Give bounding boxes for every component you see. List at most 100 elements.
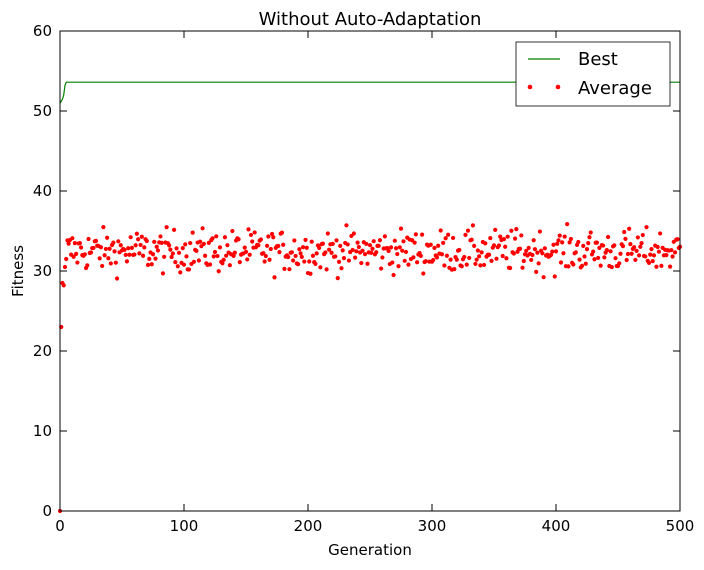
average-point: [287, 267, 292, 272]
average-point: [536, 261, 541, 266]
average-point: [105, 235, 110, 240]
average-point: [61, 283, 66, 288]
average-point: [350, 247, 355, 253]
average-point: [560, 240, 565, 245]
average-point: [586, 240, 591, 246]
average-point: [472, 243, 477, 249]
average-point: [126, 246, 131, 251]
average-point: [553, 249, 559, 254]
average-point: [211, 254, 216, 259]
average-point: [393, 246, 399, 251]
average-point: [675, 237, 680, 242]
average-point: [147, 256, 152, 261]
average-point: [248, 232, 254, 238]
average-point: [402, 258, 407, 263]
average-point: [225, 243, 230, 248]
average-point: [261, 251, 266, 256]
average-point: [252, 230, 257, 235]
average-point: [171, 227, 177, 232]
average-point: [215, 253, 220, 259]
average-point: [310, 253, 316, 258]
average-point: [267, 257, 272, 262]
ticks-layer: 0 100 200 300 400 500 0 10 20 30 40 50 60: [33, 22, 694, 535]
average-point: [145, 262, 151, 267]
average-point: [432, 245, 437, 250]
average-point: [258, 237, 263, 242]
average-point: [242, 245, 247, 250]
y-tick-label: 0: [42, 502, 52, 520]
y-tick-label: 40: [33, 182, 52, 200]
average-point: [540, 251, 545, 256]
average-point: [530, 252, 535, 258]
average-point: [132, 252, 137, 257]
y-tick-label: 10: [33, 422, 52, 440]
average-point: [188, 240, 193, 246]
average-point: [567, 240, 572, 245]
average-point: [175, 264, 180, 269]
legend-average-marker: [527, 84, 533, 90]
average-point: [360, 248, 365, 253]
average-point: [550, 249, 555, 254]
average-point: [411, 255, 416, 260]
average-point: [93, 238, 99, 243]
average-point: [503, 244, 508, 249]
average-point: [100, 263, 105, 269]
average-point: [609, 264, 614, 270]
average-point: [320, 241, 325, 246]
average-point: [551, 242, 556, 247]
average-point: [639, 241, 644, 246]
average-point: [370, 246, 375, 251]
average-point: [568, 236, 573, 242]
average-point: [326, 247, 332, 252]
plot-frame: [59, 30, 681, 512]
x-tick-label: 400: [542, 517, 571, 535]
average-point: [201, 241, 206, 247]
average-point: [535, 250, 540, 255]
average-point: [571, 262, 576, 267]
average-point: [498, 234, 503, 239]
average-point: [483, 241, 488, 246]
average-point: [628, 242, 633, 247]
average-point: [144, 238, 149, 244]
average-point: [473, 261, 478, 267]
series-layer: [57, 81, 683, 514]
average-point: [62, 264, 68, 270]
average-point: [111, 240, 116, 245]
average-point: [202, 253, 208, 258]
average-point: [216, 269, 221, 274]
average-point: [339, 266, 344, 271]
average-point: [136, 237, 141, 242]
average-point: [169, 254, 174, 260]
average-point: [390, 260, 395, 265]
average-point: [463, 232, 468, 237]
average-point: [160, 271, 166, 276]
average-point: [191, 259, 197, 264]
average-point: [232, 250, 237, 255]
average-point: [85, 263, 90, 268]
average-point: [369, 250, 374, 255]
average-point: [295, 262, 301, 267]
average-point: [500, 253, 505, 259]
average-point: [576, 239, 581, 245]
average-point: [303, 237, 308, 243]
average-point: [70, 236, 75, 241]
average-point: [206, 240, 211, 246]
average-point: [488, 235, 493, 241]
average-point: [392, 238, 397, 243]
average-point: [314, 251, 319, 256]
average-point: [134, 231, 139, 236]
legend-average-label: Average: [578, 78, 652, 99]
average-point: [86, 236, 91, 242]
x-tick-label: 200: [294, 517, 323, 535]
average-point: [307, 259, 312, 264]
average-point: [107, 246, 112, 251]
average-point: [365, 261, 370, 266]
average-point: [596, 255, 601, 261]
average-point: [154, 244, 159, 249]
average-point: [159, 240, 164, 245]
average-point: [669, 248, 674, 253]
average-point: [266, 234, 271, 239]
average-point: [581, 243, 586, 248]
average-point: [592, 257, 597, 262]
